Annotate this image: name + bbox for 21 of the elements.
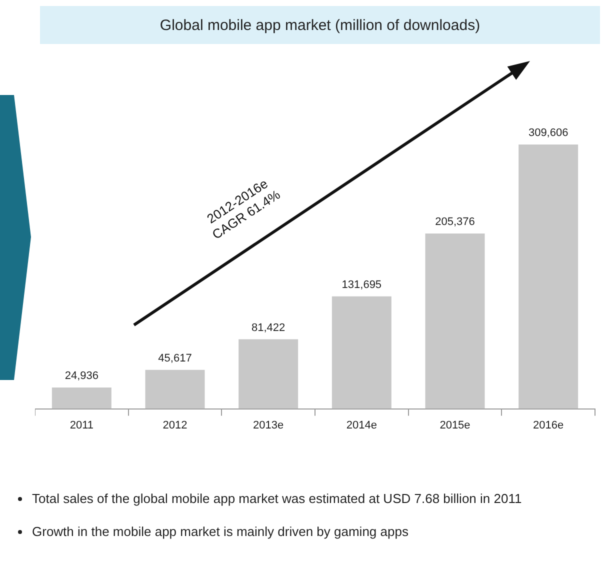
bar xyxy=(52,388,112,409)
bar xyxy=(145,370,205,409)
x-tick-label: 2016e xyxy=(533,419,564,432)
data-label: 309,606 xyxy=(528,127,568,140)
x-tick-label: 2015e xyxy=(440,419,470,432)
x-tick-label: 2013e xyxy=(253,419,284,432)
x-tick-label: 2014e xyxy=(346,419,377,432)
bar xyxy=(518,144,578,409)
text: Growth in the mobile app market is mainly driven by gaming apps xyxy=(32,523,408,540)
data-label: 131,695 xyxy=(342,278,382,291)
data-label: 45,617 xyxy=(158,352,192,364)
bar xyxy=(425,233,485,409)
x-tick-label: 2011 xyxy=(70,419,94,432)
text: Total sales of the global mobile app market was estimated at USD 7.68 billion in 2011 xyxy=(32,490,522,507)
bar xyxy=(238,339,298,409)
data-label: 81,422 xyxy=(252,322,286,334)
bar xyxy=(332,296,392,409)
chart-title: Global mobile app market (million of downloads) xyxy=(40,6,600,44)
data-label: 24,936 xyxy=(64,370,98,382)
data-label: 205,376 xyxy=(435,216,475,228)
x-tick-label: 2012 xyxy=(162,419,188,432)
